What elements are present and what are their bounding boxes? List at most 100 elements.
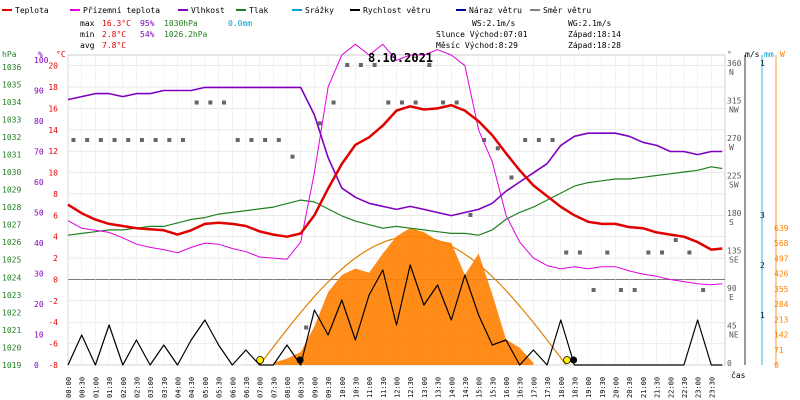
wind-direction-point bbox=[235, 138, 240, 142]
tick-ms: 2 bbox=[760, 261, 765, 270]
wind-direction-point bbox=[468, 213, 473, 217]
tick-w: 497 bbox=[774, 254, 789, 263]
tick-x: 10:00 bbox=[339, 377, 347, 398]
tick-x: 18:30 bbox=[571, 377, 579, 398]
wind-direction-point bbox=[331, 100, 336, 105]
grid bbox=[67, 54, 726, 366]
tick-x: 16:00 bbox=[503, 377, 511, 398]
stat-sun: Slunce Východ:07:01 bbox=[436, 30, 528, 39]
tick-hpa: 1031 bbox=[2, 150, 21, 159]
axis-title-deg: ° bbox=[727, 50, 732, 59]
wind-speed-line bbox=[67, 264, 723, 366]
tick-pct: 20 bbox=[34, 300, 44, 309]
wind-direction-point bbox=[564, 250, 569, 255]
tick-w: 568 bbox=[774, 239, 789, 248]
wind-direction-point bbox=[208, 100, 213, 105]
wind-direction-point bbox=[180, 138, 185, 142]
tick-hpa: 1030 bbox=[2, 168, 21, 177]
tick-x: 08:30 bbox=[298, 377, 306, 398]
wind-direction-point bbox=[632, 288, 637, 292]
tick-x: 23:30 bbox=[708, 377, 716, 398]
stat-min-press: 1026.2hPa bbox=[164, 30, 208, 39]
tick-temp: 14 bbox=[48, 126, 58, 135]
tick-x: 20:30 bbox=[626, 377, 634, 398]
wind-direction-point bbox=[112, 138, 117, 142]
wind-direction-point bbox=[85, 138, 90, 142]
wind-direction-point bbox=[222, 100, 227, 105]
tick-dir-name: N bbox=[729, 68, 734, 77]
tick-w: 639 bbox=[774, 224, 789, 233]
tick-x: 04:30 bbox=[188, 377, 196, 398]
tick-pct: 60 bbox=[34, 178, 44, 187]
tick-x: 05:00 bbox=[202, 377, 210, 398]
stat-min-temp: 2.8°C bbox=[102, 30, 126, 39]
tick-pct: 10 bbox=[34, 331, 44, 340]
tick-hpa: 1034 bbox=[2, 98, 21, 107]
stat-moon: Měsíc Východ:8:29 bbox=[436, 41, 518, 50]
tick-x: 08:00 bbox=[284, 377, 292, 398]
tick-temp: -4 bbox=[48, 318, 58, 327]
wind-direction-point bbox=[98, 138, 103, 142]
moonrise-marker bbox=[296, 356, 304, 364]
tick-hpa: 1020 bbox=[2, 343, 21, 352]
tick-dir: 225 bbox=[727, 172, 742, 181]
tick-x: 13:30 bbox=[435, 377, 443, 398]
wind-direction-point bbox=[509, 175, 514, 180]
tick-dir: 315 bbox=[727, 97, 742, 106]
tick-pct: 30 bbox=[34, 270, 44, 279]
tick-hpa: 1027 bbox=[2, 221, 21, 230]
stat-moonset: Západ:18:28 bbox=[568, 41, 621, 50]
tick-x: 13:00 bbox=[421, 377, 429, 398]
legend-label: Směr větru bbox=[543, 6, 591, 15]
humidity-line bbox=[67, 86, 723, 217]
sunrise-marker bbox=[256, 356, 265, 364]
wind-direction-point bbox=[495, 146, 500, 151]
tick-x: 05:30 bbox=[216, 377, 224, 398]
tick-x: 00:00 bbox=[65, 377, 73, 398]
tick-temp: 16 bbox=[48, 104, 58, 113]
tick-dir: 90 bbox=[727, 284, 737, 293]
wind-direction-point bbox=[687, 250, 692, 255]
wind-direction-point bbox=[317, 121, 322, 126]
stats-block: max 16.3°C 95% 1030hPa 0.0mm min 2.8°C 5… bbox=[80, 19, 621, 50]
wind-direction-point bbox=[646, 250, 651, 255]
legend-label: Přízemní teplota bbox=[83, 6, 160, 15]
tick-hpa: 1035 bbox=[2, 80, 21, 89]
tick-temp: 6 bbox=[53, 211, 58, 220]
tick-ms: 3 bbox=[760, 211, 765, 220]
tick-x: 02:30 bbox=[133, 377, 141, 398]
tick-dir-name: W bbox=[729, 143, 734, 152]
wind-direction-point bbox=[71, 138, 76, 142]
legend-label: Tlak bbox=[249, 6, 268, 15]
stat-sunset: Západ:18:14 bbox=[568, 30, 621, 39]
tick-x: 06:30 bbox=[243, 377, 251, 398]
wind-direction-point bbox=[660, 250, 665, 255]
chart-title: 8.10.2021 bbox=[368, 51, 433, 65]
stat-max-hum: 95% bbox=[140, 19, 155, 28]
tick-hpa: 1025 bbox=[2, 256, 21, 265]
tick-x: 15:30 bbox=[489, 377, 497, 398]
tick-dir-name: SW bbox=[729, 181, 739, 190]
tick-x: 06:00 bbox=[229, 377, 237, 398]
tick-temp: 18 bbox=[48, 83, 58, 92]
tick-temp: 20 bbox=[48, 62, 58, 71]
pressure-line bbox=[67, 166, 723, 236]
axis-title-hpa: hPa bbox=[2, 50, 17, 59]
tick-w: 284 bbox=[774, 300, 789, 309]
tick-w: 426 bbox=[774, 270, 789, 279]
tick-hpa: 1033 bbox=[2, 115, 21, 124]
tick-pct: 0 bbox=[34, 361, 39, 370]
tick-pct: 90 bbox=[34, 87, 44, 96]
tick-hpa: 1036 bbox=[2, 63, 21, 72]
axis-title-cas: čas bbox=[731, 370, 746, 380]
tick-x: 23:00 bbox=[695, 377, 703, 398]
axis-title-w: W bbox=[780, 50, 785, 59]
tick-x: 21:30 bbox=[654, 377, 662, 398]
wind-direction-point bbox=[153, 138, 158, 142]
tick-x: 15:00 bbox=[476, 377, 484, 398]
stat-ws: WS:2.1m/s bbox=[472, 19, 516, 28]
wind-direction-point bbox=[577, 250, 582, 255]
tick-temp: -8 bbox=[48, 361, 58, 370]
wind-direction-point bbox=[536, 138, 541, 142]
moonset-marker bbox=[570, 356, 578, 364]
